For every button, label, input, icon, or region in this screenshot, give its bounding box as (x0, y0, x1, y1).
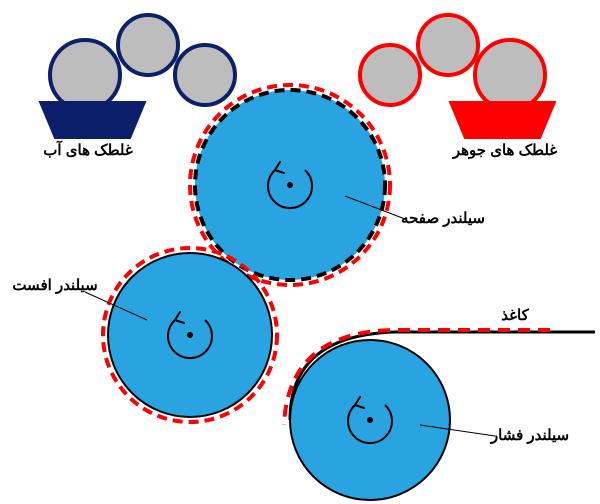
ink-roller (418, 15, 478, 75)
water-roller (175, 45, 235, 105)
ink-roller-group (360, 15, 555, 138)
label-plate-cylinder: سیلندر صفحه (401, 210, 485, 227)
label-paper: کاغذ (501, 307, 529, 324)
label-offset-cylinder: سیلندر افست (12, 277, 97, 294)
offset-cylinder (103, 248, 277, 422)
water-roller-group (40, 15, 235, 138)
ink-tray (450, 102, 555, 138)
ink-roller (475, 40, 545, 110)
water-roller (50, 40, 120, 110)
ink-roller (360, 45, 420, 105)
label-impression-cylinder: سیلندر فشار (490, 427, 569, 444)
label-water-rollers: غلطک های آب (43, 140, 133, 159)
water-tray (40, 102, 145, 138)
label-ink-rollers: غلطک های جوهر (452, 142, 557, 159)
impression-cylinder (290, 340, 450, 500)
water-roller (118, 15, 178, 75)
